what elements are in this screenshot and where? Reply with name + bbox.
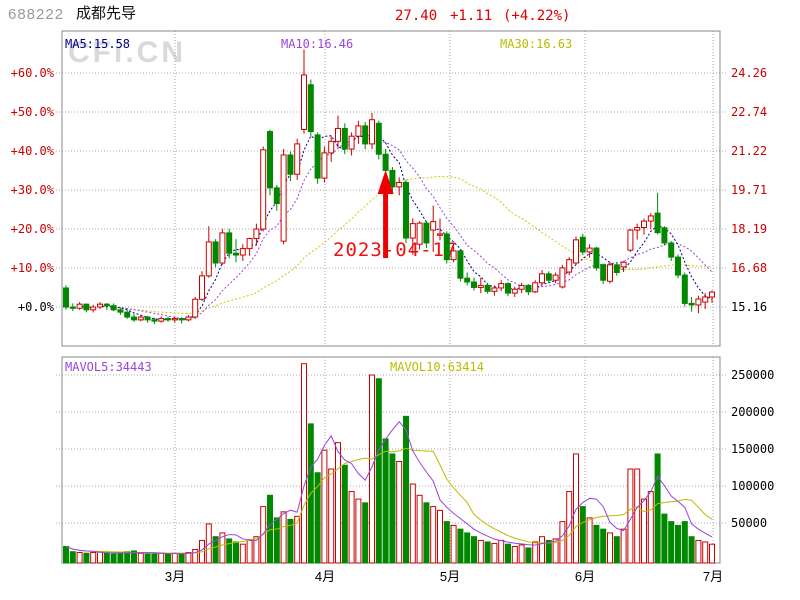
vol-axis-50000: 50000: [731, 516, 768, 530]
mavol5-label: MAVOL5:34443: [65, 360, 152, 374]
mavol10-label: MAVOL10:63414: [390, 360, 484, 374]
pct-axis-40: +40.0%: [10, 144, 54, 158]
vol-axis-150000: 150000: [731, 442, 775, 456]
price-axis-2122: 21.22: [731, 144, 768, 158]
price-axis-1819: 18.19: [731, 222, 768, 236]
annotation-date: 2023-04-17: [333, 239, 458, 261]
price-axis-2426: 24.26: [731, 66, 768, 80]
price-axis-2274: 22.74: [731, 105, 768, 119]
pct-axis-10: +10.0%: [10, 261, 54, 275]
pct-axis-30: +30.0%: [10, 183, 54, 197]
month-label-apr: 4月: [314, 569, 336, 584]
price-change-percent: (+4.22%): [503, 8, 571, 24]
month-label-may: 5月: [439, 569, 461, 584]
vol-axis-100000: 100000: [731, 479, 775, 493]
ma10-label: MA10:16.46: [281, 37, 354, 51]
pct-axis-60: +60.0%: [10, 66, 54, 80]
vol-axis-250000: 250000: [731, 368, 775, 382]
price-axis-1668: 16.68: [731, 261, 768, 275]
price-axis-1516: 15.16: [731, 300, 768, 314]
pct-axis-0: +0.0%: [17, 300, 54, 314]
ma30-label: MA30:16.63: [500, 37, 573, 51]
month-label-jul: 7月: [702, 569, 724, 584]
current-price: 27.40: [395, 8, 438, 24]
price-change: +1.11: [450, 8, 493, 24]
price-axis-1971: 19.71: [731, 183, 768, 197]
annotation-arrow: [383, 192, 389, 258]
stock-name: 成都先导: [76, 5, 137, 22]
pct-axis-50: +50.0%: [10, 105, 54, 119]
pct-axis-20: +20.0%: [10, 222, 54, 236]
month-label-mar: 3月: [164, 569, 186, 584]
stock-code: 688222: [8, 6, 65, 23]
month-label-jun: 6月: [574, 569, 596, 584]
ma5-label: MA5:15.58: [65, 37, 131, 51]
vol-axis-200000: 200000: [731, 405, 775, 419]
